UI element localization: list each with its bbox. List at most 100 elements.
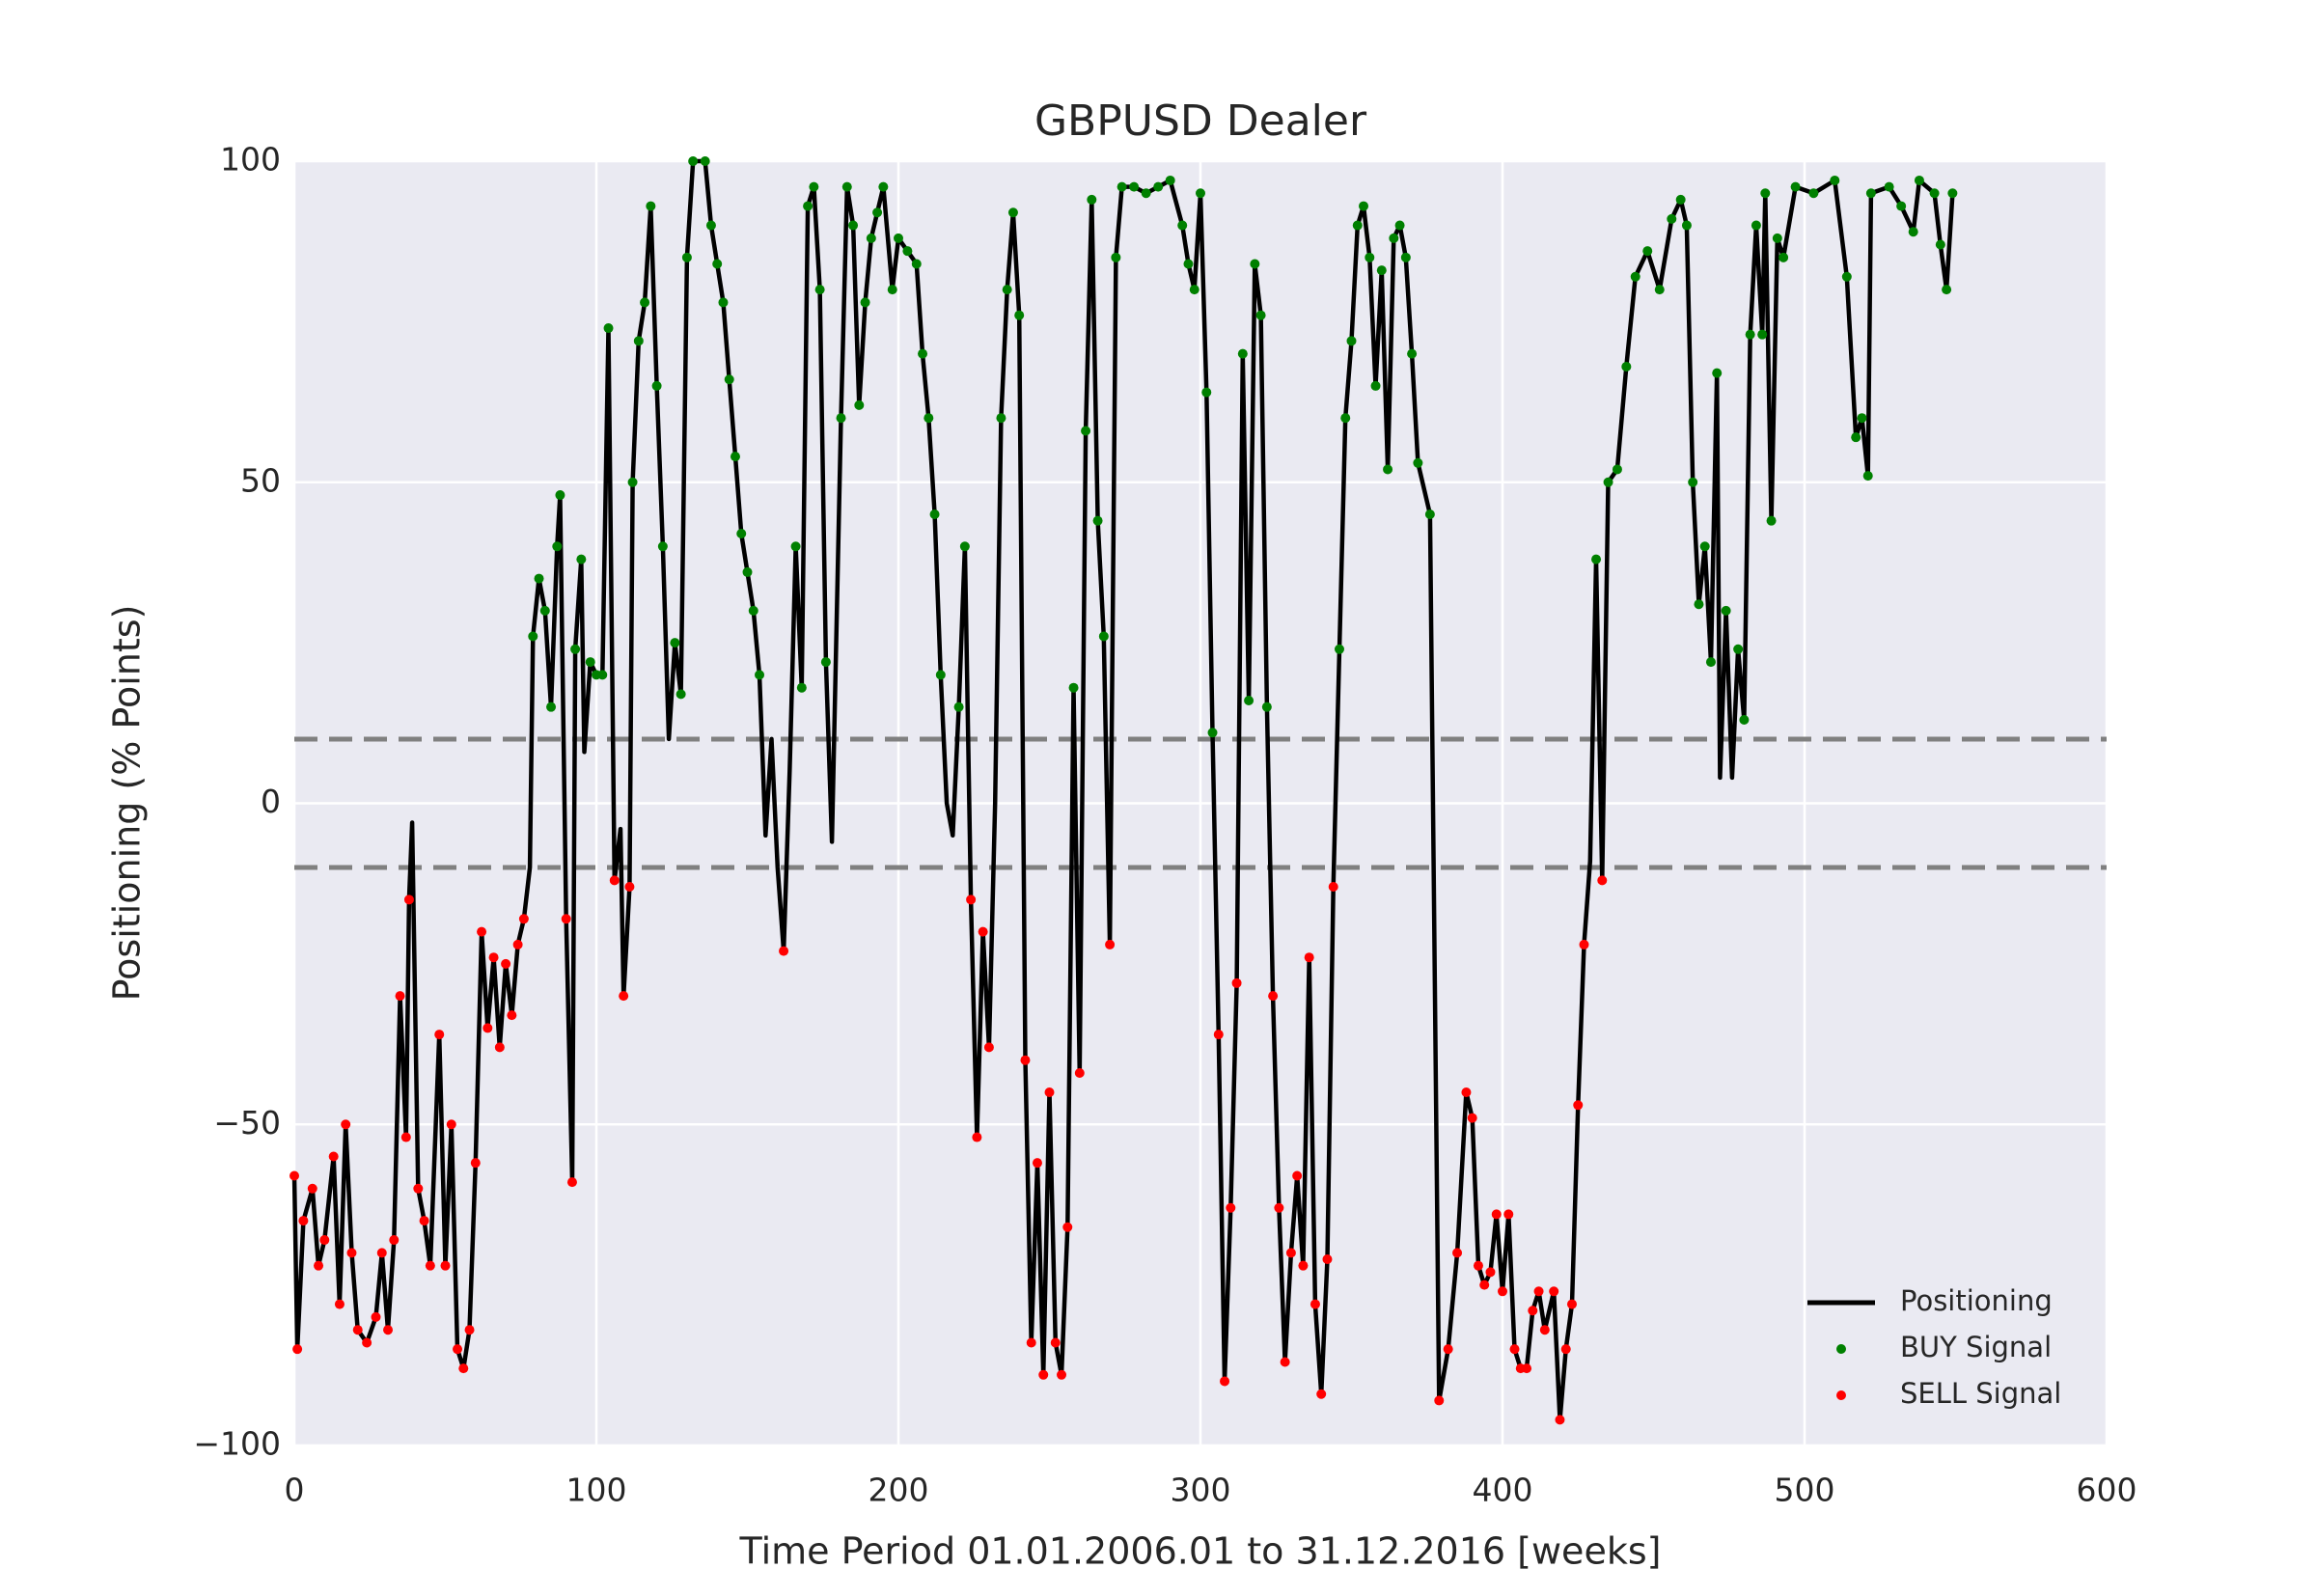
- signal-point: [464, 1325, 475, 1335]
- signal-point: [1237, 348, 1248, 359]
- ticks: 0 100 200 300 400 500 600 −100 −50 0 50 100: [193, 141, 2137, 1509]
- signal-point: [400, 1132, 411, 1142]
- signal-point: [996, 413, 1006, 424]
- signal-point: [1002, 285, 1012, 295]
- signal-point: [1491, 1209, 1502, 1220]
- signal-point: [1935, 239, 1945, 250]
- signal-point: [1857, 413, 1867, 424]
- signal-point: [814, 285, 825, 295]
- signal-point: [953, 702, 964, 712]
- signal-point: [403, 894, 414, 905]
- signal-point: [1461, 1087, 1472, 1097]
- signal-point: [1884, 181, 1894, 192]
- signal-point: [290, 1170, 299, 1181]
- signal-point: [1346, 336, 1357, 346]
- signal-point: [1141, 188, 1151, 199]
- signal-point: [1153, 181, 1164, 192]
- signal-point: [341, 1119, 351, 1130]
- signal-point: [1560, 1344, 1571, 1355]
- signal-point: [676, 689, 686, 700]
- signal-point: [1597, 875, 1608, 886]
- signal-point: [1026, 1337, 1036, 1348]
- signal-point: [1038, 1369, 1049, 1380]
- signal-point: [458, 1363, 469, 1374]
- signal-point: [1250, 259, 1260, 269]
- signal-point: [918, 348, 928, 359]
- signal-point: [1407, 348, 1418, 359]
- signal-point: [1196, 188, 1205, 199]
- signal-point: [477, 926, 487, 937]
- signal-point: [371, 1311, 381, 1322]
- signal-point: [1322, 1254, 1333, 1265]
- signal-point: [1621, 361, 1632, 371]
- signal-point: [1865, 188, 1876, 199]
- signal-point: [1830, 175, 1840, 185]
- signal-point: [518, 914, 529, 924]
- signal-point: [742, 566, 753, 577]
- signal-point: [1790, 181, 1801, 192]
- signal-point: [501, 958, 511, 969]
- signal-point: [576, 554, 587, 564]
- signal-point: [1766, 515, 1777, 526]
- signal-point: [1528, 1306, 1538, 1316]
- y-tick-label: 100: [220, 141, 281, 179]
- signal-point: [1503, 1209, 1514, 1220]
- signal-point: [1292, 1170, 1303, 1181]
- signal-point: [1533, 1286, 1544, 1297]
- signal-point: [929, 509, 940, 520]
- signal-point: [670, 638, 680, 648]
- signal-point: [748, 605, 758, 616]
- signal-point: [1074, 1068, 1085, 1079]
- signal-point: [1255, 310, 1266, 320]
- signal-point: [1591, 554, 1602, 564]
- signal-point: [1328, 882, 1338, 893]
- signal-point: [1778, 252, 1789, 262]
- signal-point: [1032, 1158, 1042, 1169]
- signal-point: [1068, 682, 1079, 693]
- signal-point: [1376, 265, 1387, 276]
- signal-point: [972, 1132, 982, 1142]
- signal-point: [1244, 696, 1254, 706]
- signal-point: [1473, 1260, 1483, 1271]
- signal-point: [1654, 285, 1665, 295]
- signal-point: [966, 894, 977, 905]
- signal-point: [730, 452, 740, 462]
- signal-point: [494, 1042, 505, 1053]
- x-tick-label: 300: [1171, 1472, 1231, 1509]
- signal-point: [328, 1151, 339, 1162]
- signal-point: [383, 1325, 394, 1335]
- signal-point: [841, 181, 852, 192]
- signal-point: [866, 233, 876, 243]
- signal-point: [1522, 1363, 1532, 1374]
- signal-point: [1014, 310, 1025, 320]
- signal-point: [1050, 1337, 1061, 1348]
- signal-point: [1947, 188, 1958, 199]
- signal-point: [1400, 252, 1411, 262]
- signal-point: [1226, 1202, 1236, 1213]
- signal-point: [790, 541, 801, 552]
- signal-point: [688, 156, 699, 166]
- legend-label: Positioning: [1900, 1284, 2053, 1317]
- signal-point: [651, 380, 662, 391]
- signal-point: [836, 413, 846, 424]
- signal-point: [597, 670, 608, 680]
- signal-point: [1268, 991, 1279, 1002]
- signal-point: [755, 670, 765, 680]
- signal-point: [1733, 644, 1744, 654]
- signal-point: [534, 573, 544, 584]
- signal-point: [1443, 1344, 1453, 1355]
- signal-point: [1340, 413, 1351, 424]
- signal-point: [854, 399, 865, 410]
- signal-point: [1316, 1389, 1327, 1399]
- signal-point: [1007, 207, 1018, 218]
- signal-point: [507, 1010, 517, 1021]
- signal-point: [1044, 1087, 1055, 1097]
- signal-point: [512, 939, 523, 949]
- signal-point: [419, 1216, 429, 1226]
- signal-point: [314, 1260, 324, 1271]
- signal-point: [1642, 246, 1653, 257]
- signal-point: [1087, 194, 1097, 205]
- signal-point: [1549, 1286, 1559, 1297]
- signal-point: [352, 1325, 363, 1335]
- legend: Positioning BUY Signal SELL Signal: [1807, 1284, 2061, 1410]
